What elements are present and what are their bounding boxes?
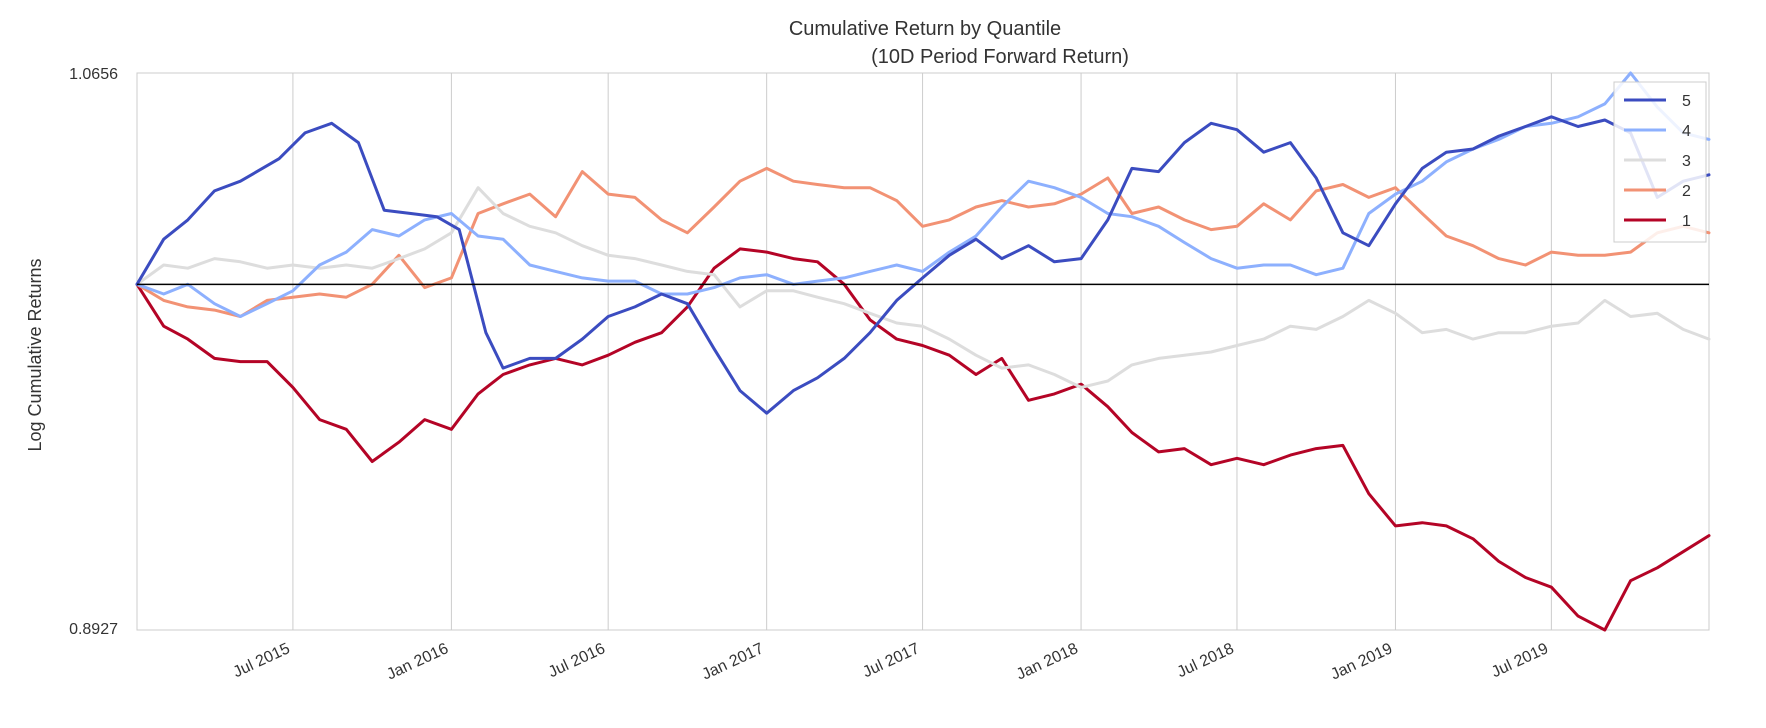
legend-label-2: 2	[1682, 183, 1691, 200]
series-line-quantile-1	[135, 247, 1711, 632]
legend-label-3: 3	[1682, 153, 1691, 170]
legend-label-5: 5	[1682, 93, 1691, 110]
x-tick-label: Jul 2019	[1489, 640, 1551, 681]
y-tick-label-top: 1.0656	[69, 66, 118, 83]
legend-box	[1613, 81, 1707, 243]
x-tick-label: Jan 2019	[1328, 640, 1395, 683]
series-line-quantile-5	[135, 115, 1711, 415]
vertical-gridlines	[292, 73, 1552, 630]
x-tick-label: Jul 2017	[860, 640, 922, 681]
series-line-quantile-4	[135, 71, 1711, 318]
series-line-quantile-2	[135, 166, 1711, 318]
y-tick-label-bottom: 0.8927	[69, 621, 118, 638]
series-line-quantile-3	[135, 186, 1711, 389]
series-lines	[135, 71, 1711, 632]
legend-label-4: 4	[1682, 123, 1691, 140]
x-tick-label: Jul 2016	[546, 640, 608, 681]
legend-label-1: 1	[1682, 213, 1691, 230]
chart-subtitle: (10D Period Forward Return)	[871, 46, 1129, 68]
x-tick-labels: Jul 2015 Jan 2016 Jul 2016 Jan 2017 Jul 2017…	[231, 640, 1552, 683]
x-tick-label: Jan 2016	[384, 640, 451, 683]
x-tick-label: Jan 2017	[699, 640, 766, 683]
x-tick-label: Jul 2015	[231, 640, 293, 681]
legend: 5 4 3 2 1	[1613, 81, 1707, 243]
y-axis-label: Log Cumulative Returns	[25, 258, 45, 451]
chart-title: Cumulative Return by Quantile	[789, 18, 1061, 40]
x-tick-label: Jan 2018	[1014, 640, 1081, 683]
plot-area-frame	[136, 72, 1710, 631]
x-tick-label: Jul 2018	[1175, 640, 1237, 681]
